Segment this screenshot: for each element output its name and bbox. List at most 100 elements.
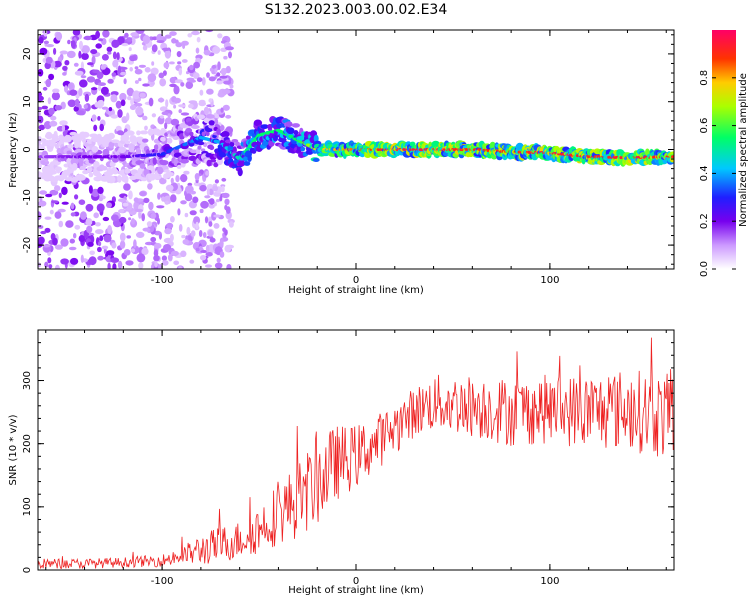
heatmap-cell [79,40,83,50]
heatmap-cell [153,266,159,269]
heatmap-cell [187,121,193,126]
heatmap-cell [135,106,144,116]
heatmap-cell [167,113,171,118]
heatmap-cell [101,106,109,110]
heatmap-cell [221,185,225,193]
heatmap-cell [191,125,200,129]
heatmap-cell [69,238,76,244]
heatmap-cell [100,64,106,70]
heatmap-cell [121,43,129,47]
heatmap-cell [53,130,58,139]
heatmap-cell [125,260,134,266]
heatmap-cell [98,38,103,42]
heatmap-cell [73,233,77,239]
heatmap-cell [72,30,81,36]
heatmap-cell [87,241,94,247]
heatmap-cell [85,203,94,212]
heatmap-cell [132,90,141,100]
heatmap-cell [68,246,77,251]
heatmap-cell [163,244,172,251]
heatmap-cell [180,159,190,164]
heatmap-cell [38,136,42,141]
colorbar-axes: 0.0 0.2 0.4 0.6 0.8 [699,70,736,277]
heatmap-cell [222,104,230,111]
heatmap-cell [205,131,210,137]
heatmap-cell [44,227,51,233]
heatmap-cell [48,264,53,269]
heatmap-cell [45,44,55,48]
y-tick-label: 200 [22,434,33,453]
heatmap-cell [86,225,93,234]
heatmap-cell [152,157,157,165]
heatmap-cell [188,103,194,109]
heatmap-cell [167,254,173,262]
heatmap-cell [86,76,96,83]
heatmap-cell [214,179,219,184]
snr-axes: -100 0 100 0 100 200 300 [22,329,674,587]
x-tick-label: 100 [540,275,559,286]
heatmap-cell [671,155,674,159]
y-tick-label: 100 [22,497,33,516]
heatmap-cell [117,175,122,183]
heatmap-cell [157,192,161,200]
heatmap-cell [92,69,100,74]
heatmap-cell [213,162,219,168]
heatmap-cell [182,43,186,49]
heatmap-cell [58,220,64,228]
heatmap-cell [181,234,186,239]
heatmap-cell [180,200,187,205]
heatmap-cell [159,78,167,87]
heatmap-cell [128,47,132,52]
heatmap-cell [117,65,122,74]
heatmap-cell [61,201,69,205]
heatmap-cell [91,114,97,122]
heatmap-cell [141,213,145,222]
heatmap-cell [313,134,319,143]
heatmap-cell [38,211,42,221]
heatmap-cell [225,46,234,51]
heatmap-cell [205,252,213,257]
heatmap-cell [50,115,57,121]
heatmap-cell [225,65,231,74]
heatmap-cell [133,197,139,203]
heatmap-cell [178,67,183,76]
heatmap-cell [260,124,270,129]
heatmap-cell [97,186,104,194]
heatmap-cell [153,242,162,249]
heatmap-cell [80,61,84,70]
heatmap-cell [170,194,177,203]
heatmap-cell [300,146,306,152]
heatmap-cell [119,66,128,70]
heatmap-cell [153,249,159,257]
figure-title: S132.2023.003.00.02.E34 [265,2,448,18]
snr-series-line [38,337,674,570]
heatmap-cell [88,256,97,266]
heatmap-cell [52,237,58,246]
heatmap-cell [112,51,117,60]
spectrogram-ylabel: Frequency (Hz) [8,112,19,188]
heatmap-cell [125,130,135,136]
heatmap-cell [195,47,200,54]
heatmap-cell [54,211,62,219]
heatmap-cell [159,160,169,166]
heatmap-cell [219,251,225,258]
heatmap-cell [110,257,120,264]
heatmap-cell [109,161,116,168]
heatmap-cell [74,194,79,200]
heatmap-cell [67,168,74,174]
heatmap-cell [136,253,146,263]
heatmap-cell [111,214,119,222]
heatmap-cell [115,100,122,109]
heatmap-cell [214,118,219,125]
heatmap-cell [70,40,76,49]
heatmap-cell [111,39,120,48]
heatmap-cell [42,244,51,248]
heatmap-cell [54,244,63,250]
heatmap-cell [87,62,94,66]
heatmap-cell [184,212,189,218]
heatmap-cell [41,165,51,174]
heatmap-cell [43,30,48,37]
heatmap-cell [206,88,214,95]
heatmap-cell [178,109,182,114]
heatmap-cell [221,177,227,182]
